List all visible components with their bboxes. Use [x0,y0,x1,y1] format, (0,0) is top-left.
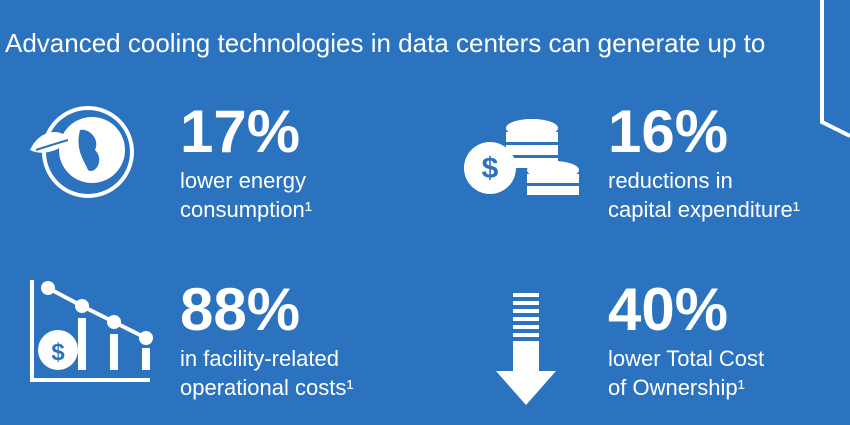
stat-description: capital expenditure¹ [608,197,800,222]
corner-decoration [820,0,850,138]
stat-description: reductions in [608,168,733,193]
chart-icon: $ [30,280,153,382]
stat-value: 16% [608,98,728,165]
title: Advanced cooling technologies in data ce… [5,28,765,58]
svg-text:$: $ [51,339,65,366]
stat-description: in facility-related [180,346,339,371]
globe-icon [30,106,134,198]
stat-description: consumption¹ [180,197,312,222]
stat-description: operational costs¹ [180,375,354,400]
stat-value: 88% [180,276,300,343]
stat-description: of Ownership¹ [608,375,745,400]
coins-icon: $ [464,119,579,195]
stat-value: 40% [608,276,728,343]
stat-description: lower Total Cost [608,346,764,371]
arrow-icon [496,293,556,405]
stat-description: lower energy [180,168,306,193]
svg-text:$: $ [482,152,499,185]
stat-value: 17% [180,98,300,165]
